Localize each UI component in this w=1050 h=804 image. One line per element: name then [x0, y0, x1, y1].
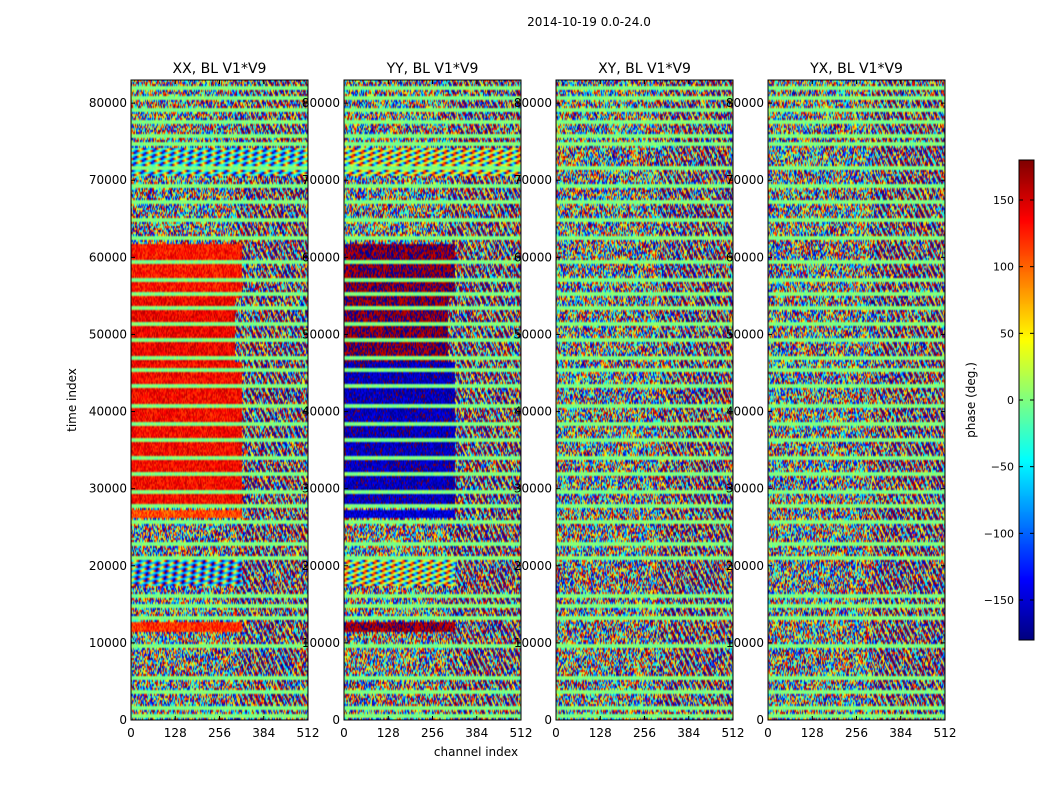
panels-group: XX, BL V1*V9 0 128 256 384 512 0 10000 20000 3000… — [89, 61, 957, 740]
y-tick-label-yy: 30000 — [302, 482, 340, 496]
y-tick-label-xy: 30000 — [514, 482, 552, 496]
y-tick-label-yx: 40000 — [726, 405, 764, 419]
y-tick-label-xx: 70000 — [89, 173, 127, 187]
x-tick-label-xy: 512 — [722, 726, 745, 740]
y-tick-label-yx: 30000 — [726, 482, 764, 496]
x-tick-label-yy: 384 — [465, 726, 488, 740]
y-tick-label-yy: 40000 — [302, 405, 340, 419]
panel-title-xy: XY, BL V1*V9 — [598, 61, 691, 77]
panel-yy: YY, BL V1*V9 0 128 256 384 512 0 10000 20000 3000… — [302, 61, 533, 740]
x-tick-label-xx: 0 — [127, 726, 135, 740]
colorbar-tick-label: −50 — [991, 461, 1014, 474]
y-tick-label-yx: 80000 — [726, 96, 764, 110]
panel-xx: XX, BL V1*V9 0 128 256 384 512 0 10000 20000 3000… — [89, 61, 320, 740]
colorbar-tick-label: 100 — [993, 261, 1014, 274]
x-tick-label-xy: 256 — [633, 726, 656, 740]
colorbar-tick-label: 150 — [993, 194, 1014, 207]
y-tick-label-xy: 40000 — [514, 405, 552, 419]
y-tick-label-xx: 0 — [119, 713, 127, 727]
y-tick-label-xx: 80000 — [89, 96, 127, 110]
x-tick-label-xx: 384 — [252, 726, 275, 740]
colorbar: −150 −100 −50 0 50 100 150 phase (deg.) — [964, 159, 1035, 641]
y-tick-label-yy: 20000 — [302, 559, 340, 573]
x-tick-label-yx: 256 — [845, 726, 868, 740]
figure-title: 2014-10-19 0.0-24.0 — [527, 15, 651, 29]
colorbar-gradient — [1019, 160, 1034, 640]
x-tick-label-yx: 384 — [889, 726, 912, 740]
colorbar-label: phase (deg.) — [964, 362, 978, 438]
y-tick-label-xy: 0 — [544, 713, 552, 727]
y-tick-label-xy: 80000 — [514, 96, 552, 110]
y-tick-label-xx: 40000 — [89, 405, 127, 419]
y-tick-label-xy: 60000 — [514, 250, 552, 264]
heatmap-image-yy — [344, 80, 521, 720]
x-tick-label-yx: 128 — [801, 726, 824, 740]
panel-yx: YX, BL V1*V9 0 128 256 384 512 0 10000 20000 3000… — [726, 61, 957, 740]
y-tick-label-yx: 0 — [756, 713, 764, 727]
heatmap-image-xy — [556, 80, 733, 720]
x-tick-label-yy: 128 — [377, 726, 400, 740]
y-tick-label-yx: 70000 — [726, 173, 764, 187]
x-tick-label-xy: 0 — [552, 726, 560, 740]
y-tick-label-yy: 70000 — [302, 173, 340, 187]
x-tick-label-yx: 512 — [934, 726, 957, 740]
colorbar-tick-label: −150 — [984, 594, 1014, 607]
x-tick-label-yy: 0 — [340, 726, 348, 740]
heatmap-image-xx — [131, 80, 308, 720]
heatmap-image-yx — [768, 80, 945, 720]
x-axis-label: channel index — [434, 745, 518, 759]
y-tick-label-xx: 20000 — [89, 559, 127, 573]
y-tick-label-yy: 80000 — [302, 96, 340, 110]
x-tick-label-yx: 0 — [764, 726, 772, 740]
colorbar-tick-label: 50 — [1000, 327, 1014, 340]
y-tick-label-yx: 60000 — [726, 250, 764, 264]
panel-title-yx: YX, BL V1*V9 — [809, 61, 903, 77]
panel-title-yy: YY, BL V1*V9 — [386, 61, 479, 77]
y-tick-label-yy: 10000 — [302, 636, 340, 650]
y-tick-label-yx: 50000 — [726, 327, 764, 341]
panel-title-xx: XX, BL V1*V9 — [173, 61, 267, 77]
x-tick-label-xx: 256 — [208, 726, 231, 740]
y-tick-label-yx: 10000 — [726, 636, 764, 650]
y-tick-label-yy: 50000 — [302, 327, 340, 341]
y-tick-label-xx: 10000 — [89, 636, 127, 650]
colorbar-tick-label: −100 — [984, 527, 1014, 540]
y-tick-label-xy: 50000 — [514, 327, 552, 341]
x-tick-label-xy: 128 — [589, 726, 612, 740]
y-tick-label-xy: 70000 — [514, 173, 552, 187]
x-tick-label-xx: 128 — [164, 726, 187, 740]
x-tick-label-xy: 384 — [677, 726, 700, 740]
y-axis-label: time index — [65, 368, 79, 432]
y-tick-label-xy: 20000 — [514, 559, 552, 573]
x-tick-label-xx: 512 — [297, 726, 320, 740]
y-tick-label-xy: 10000 — [514, 636, 552, 650]
y-tick-label-xx: 30000 — [89, 482, 127, 496]
y-tick-label-yy: 0 — [332, 713, 340, 727]
y-tick-label-yy: 60000 — [302, 250, 340, 264]
x-tick-label-yy: 256 — [421, 726, 444, 740]
colorbar-tick-label: 0 — [1007, 394, 1014, 407]
y-tick-label-xx: 50000 — [89, 327, 127, 341]
panel-xy: XY, BL V1*V9 0 128 256 384 512 0 10000 20000 3000… — [514, 61, 745, 740]
y-tick-label-yx: 20000 — [726, 559, 764, 573]
y-tick-label-xx: 60000 — [89, 250, 127, 264]
x-tick-label-yy: 512 — [510, 726, 533, 740]
